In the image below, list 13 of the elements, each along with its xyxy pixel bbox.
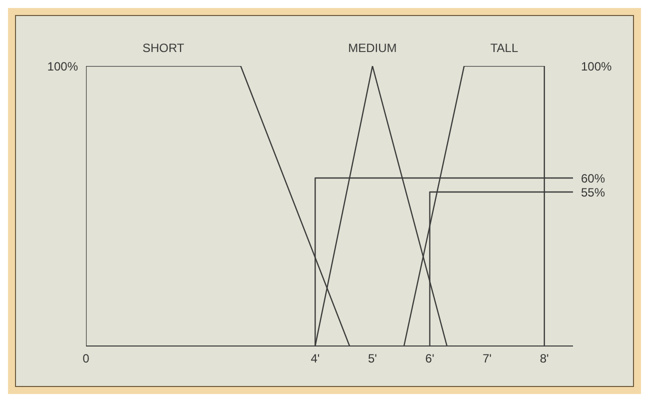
- x-tick-label: 5': [368, 352, 377, 366]
- series-label: TALL: [490, 41, 518, 55]
- y-tick-label: 100%: [581, 59, 612, 74]
- x-tick-label: 0: [82, 352, 90, 366]
- x-tick-label: 6': [425, 352, 434, 366]
- series-label: MEDIUM: [348, 41, 397, 55]
- annotation: 100%: [47, 59, 78, 74]
- series-label: SHORT: [142, 41, 185, 55]
- x-tick-label: 7': [482, 352, 492, 366]
- y-tick-label: 55%: [581, 185, 606, 200]
- x-tick-label: 4': [310, 352, 320, 366]
- x-tick-label: 8': [540, 352, 549, 366]
- y-tick-label: 60%: [581, 171, 606, 186]
